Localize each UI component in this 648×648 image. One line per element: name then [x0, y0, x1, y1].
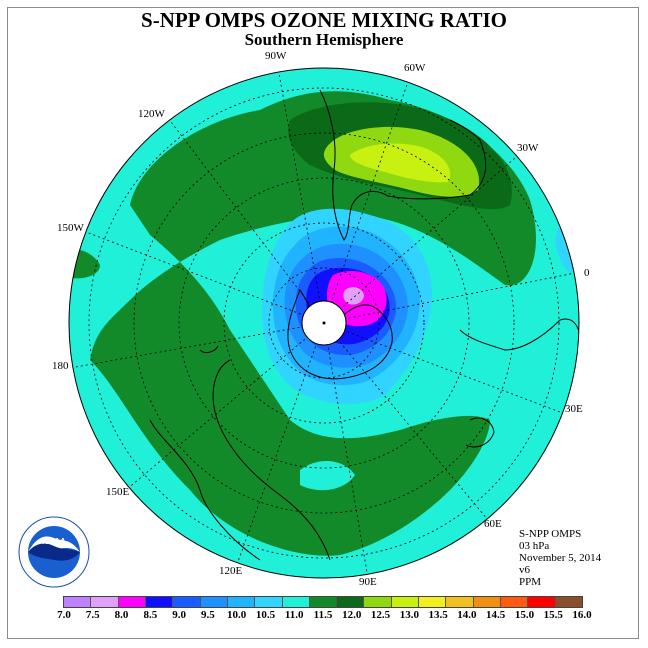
colorbar-tick-label: 7.0: [57, 609, 71, 621]
lon-label-180: 180: [52, 360, 69, 372]
info-block: S-NPP OMPS 03 hPa November 5, 2014 v6 PP…: [519, 528, 601, 588]
colorbar-cell: [446, 597, 474, 607]
colorbar-tick-label: 8.5: [143, 609, 158, 621]
colorbar-tick-label: 13.0: [399, 609, 419, 621]
info-pressure: 03 hPa: [519, 540, 550, 552]
colorbar-tick-label: 11.5: [313, 609, 333, 621]
colorbar-tick-label: 15.0: [514, 609, 535, 621]
colorbar-cell: [145, 597, 174, 607]
lon-label-120e: 120E: [219, 565, 243, 577]
lon-label-150w: 150W: [57, 222, 84, 234]
lon-label-60e: 60E: [484, 518, 502, 530]
coastlines: [149, 89, 579, 561]
colorbar-cell: [473, 597, 501, 607]
colorbar-tick-label: 16.0: [572, 609, 592, 621]
colorbar-tick-label: 10.0: [227, 609, 247, 621]
colorbar-cell: [528, 597, 556, 607]
colorbar-cell: [364, 597, 392, 607]
colorbar-tick-label: 12.5: [370, 609, 391, 621]
colorbar-tick-label: 15.5: [543, 609, 563, 621]
colorbar-tick-label: 9.5: [201, 609, 215, 621]
lon-label-30e: 30E: [565, 403, 583, 415]
map-boundary: [68, 67, 580, 579]
lon-label-90e: 90E: [359, 576, 377, 588]
lon-label-0: 0: [584, 267, 590, 279]
colorbar-tick-label: 13.5: [428, 609, 448, 621]
colorbar-tick-label: 10.5: [255, 609, 276, 621]
colorbar-tick-label: 12.0: [342, 609, 362, 621]
lon-label-120w: 120W: [138, 108, 165, 120]
colorbar-tick-label: 14.0: [457, 609, 477, 621]
figure-frame: [7, 7, 639, 639]
graticule: [69, 68, 579, 578]
colorbar-cell: [118, 597, 146, 607]
map-title: S-NPP OMPS OZONE MIXING RATIO: [141, 8, 507, 32]
logo-text: NOAA: [42, 537, 66, 546]
info-version: v6: [519, 564, 530, 576]
colorbar-tick-label: 11.0: [284, 609, 304, 621]
colorbar-tick-label: 8.0: [114, 609, 129, 621]
colorbar-cell: [173, 597, 201, 607]
info-units: PPM: [519, 576, 542, 588]
info-instrument: S-NPP OMPS: [519, 528, 582, 540]
colorbar-cell: [309, 597, 338, 607]
colorbar: [64, 597, 582, 607]
colorbar-tick-label: 9.0: [172, 609, 186, 621]
colorbar-cell: [91, 597, 119, 607]
lon-label-90w: 90W: [265, 50, 287, 62]
colorbar-cell: [282, 597, 310, 607]
colorbar-cell: [501, 597, 529, 607]
info-date: November 5, 2014: [519, 552, 602, 564]
south-pole-marker: [322, 321, 326, 325]
colorbar-cell: [227, 597, 256, 607]
map-subtitle: Southern Hemisphere: [244, 30, 404, 49]
colorbar-cell: [391, 597, 420, 607]
colorbar-cell: [337, 597, 365, 607]
colorbar-cell: [419, 597, 447, 607]
colorbar-cell: [555, 597, 582, 607]
colorbar-tick-label: 14.5: [486, 609, 506, 621]
colorbar-cell: [200, 597, 228, 607]
colorbar-tick-label: 7.5: [85, 609, 100, 621]
colorbar-cell: [64, 597, 92, 607]
lon-label-30w: 30W: [517, 142, 539, 154]
noaa-logo: NOAA: [18, 516, 90, 588]
colorbar-cell: [255, 597, 283, 607]
lon-label-150e: 150E: [106, 486, 130, 498]
lon-label-60w: 60W: [404, 62, 426, 74]
